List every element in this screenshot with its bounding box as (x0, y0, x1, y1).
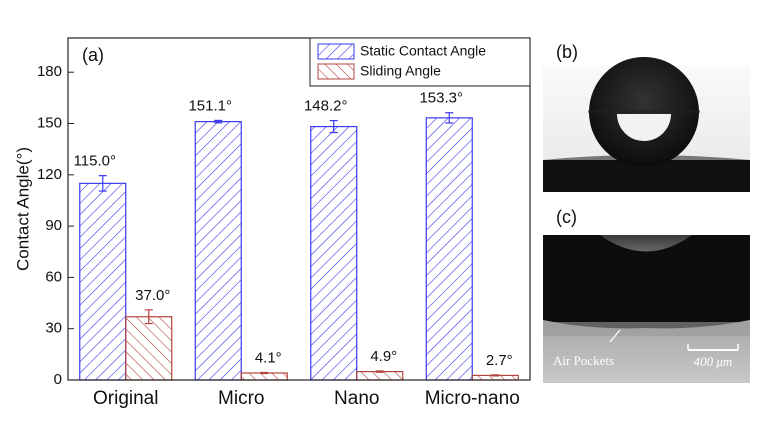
bar (425, 117, 473, 381)
plot: 0 30 60 90 120 150 180 Original 115.0° 37.0° Micro… (37, 37, 531, 409)
x-tick-label: Micro (218, 388, 264, 409)
y-tick-label: 60 (45, 268, 62, 285)
value-label: 2.7° (486, 352, 513, 369)
scale-bar-label: 400 μm (694, 354, 733, 369)
value-label: 153.3° (419, 90, 463, 107)
photo-c (543, 235, 750, 383)
bar (310, 125, 358, 381)
error-bar (260, 371, 269, 375)
y-tick-label: 30 (45, 320, 62, 337)
value-label: 148.2° (304, 98, 348, 115)
legend-swatch (317, 63, 355, 80)
error-bar (445, 112, 454, 124)
x-tick-label: Micro-nano (425, 388, 520, 409)
value-label: 4.9° (370, 348, 397, 365)
value-label: 37.0° (135, 287, 170, 304)
x-tick-label: Nano (334, 388, 379, 409)
value-label: 151.1° (188, 97, 232, 114)
y-tick-label: 180 (37, 63, 62, 80)
value-label: 115.0° (74, 153, 116, 170)
error-bar (329, 119, 338, 134)
bar (79, 182, 127, 381)
error-bar (144, 309, 153, 325)
x-tick-label: Original (93, 388, 158, 409)
y-axis-label: Contact Angle(°) (13, 147, 32, 271)
annotation: Air Pockets (553, 353, 614, 368)
y-tick-label: 120 (37, 166, 62, 183)
legend-swatch (317, 43, 355, 60)
panel-label: (c) (556, 207, 577, 227)
error-bar (491, 374, 500, 377)
panel-label: (a) (82, 45, 104, 65)
error-bar (375, 370, 384, 373)
y-tick-label: 90 (45, 217, 62, 234)
bar (194, 121, 242, 381)
y-tick-label: 0 (54, 371, 62, 388)
bar (125, 316, 173, 381)
axes-frame (67, 37, 531, 381)
value-label: 4.1° (255, 349, 282, 366)
legend-label: Sliding Angle (360, 63, 441, 79)
legend-label: Static Contact Angle (360, 43, 486, 59)
y-tick-label: 150 (37, 114, 62, 131)
panel-label: (b) (556, 42, 578, 62)
error-bar (98, 175, 107, 192)
photo-b (543, 57, 750, 192)
error-bar (214, 119, 223, 124)
